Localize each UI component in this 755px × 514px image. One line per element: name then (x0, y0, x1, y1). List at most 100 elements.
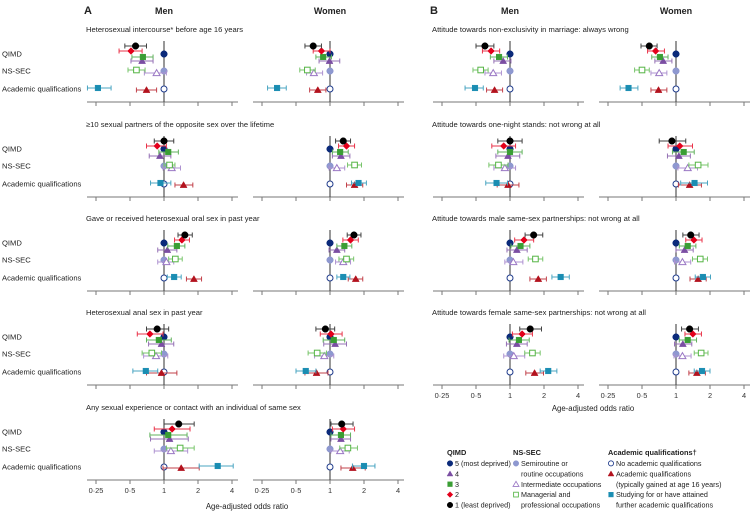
q3-marker (680, 148, 687, 156)
point-q1 (346, 231, 362, 239)
legend: QIMD 5 (most deprived)4 32 1 (least deprive… (446, 448, 721, 510)
panel-b-2: Attitude towards one-night stands: not w… (432, 120, 750, 201)
point-q2 (511, 330, 533, 338)
point-ns_int (306, 68, 324, 77)
point-ac_further (295, 367, 317, 375)
point-q4 (148, 152, 172, 159)
panel-a-1: Heterosexual intercourse* before age 16 … (2, 25, 404, 106)
legend-item-q5: 5 (most deprived) (446, 459, 511, 468)
point-ac_further (198, 462, 234, 470)
ac_16-marker (313, 86, 322, 93)
q3-marker (139, 53, 146, 61)
q3-marker (515, 336, 522, 344)
point-q2 (667, 142, 694, 150)
ac_none-marker (672, 85, 680, 93)
x-tick-label: 0·5 (125, 486, 136, 495)
ns_int-marker (335, 446, 345, 455)
legend-label: 5 (most deprived) (455, 459, 511, 468)
panel-title: Heterosexual anal sex in past year (86, 308, 203, 317)
point-q2 (342, 236, 359, 244)
point-ac_further (86, 84, 112, 92)
point-q3 (497, 148, 523, 156)
row-label: NS-SEC (2, 350, 31, 359)
q3-marker (155, 336, 162, 344)
q5-marker (326, 145, 334, 153)
q2-marker (127, 47, 135, 55)
x-tick-label: 4 (742, 391, 746, 400)
q4-marker (138, 57, 147, 64)
point-q4 (323, 340, 348, 347)
q3-marker (337, 431, 344, 439)
point-q1 (524, 231, 544, 239)
point-q3 (330, 431, 352, 439)
point-ac_16 (486, 86, 504, 93)
subpanel-women (599, 136, 750, 201)
ac_further-marker (302, 367, 309, 375)
point-ac_further (539, 367, 558, 375)
point-q2 (319, 330, 343, 338)
ns_int-marker (152, 68, 161, 77)
point-q3 (671, 148, 695, 156)
ac_none-marker (326, 368, 334, 376)
point-ac_further (351, 462, 376, 470)
ns_int-marker (654, 68, 664, 77)
point-q2 (312, 47, 331, 55)
point-q4 (328, 246, 346, 253)
row-label: Academic qualifications (2, 463, 82, 472)
point-q2 (118, 47, 143, 55)
point-ac_none (326, 368, 334, 376)
ac_none-marker (326, 180, 334, 188)
row-label: QIMD (2, 239, 22, 248)
point-ac_16 (185, 275, 203, 282)
q3-marker (496, 53, 503, 61)
point-ns_man (163, 161, 176, 169)
point-q2 (491, 142, 517, 150)
legend-label: 1 (least deprived) (455, 501, 511, 510)
q5-marker (672, 239, 680, 247)
q4-marker (163, 246, 172, 253)
ns_man-marker (638, 66, 646, 74)
q3-marker (330, 336, 337, 344)
subpanel-men: 0·25 0·5 1 2 4 (433, 324, 584, 400)
point-ac_further (166, 273, 182, 281)
q1-marker (309, 42, 317, 50)
legend-label: Semiroutine or (521, 459, 568, 468)
ns_man-legend-icon (513, 491, 519, 498)
row-label: NS-SEC (2, 445, 31, 454)
point-ac_further (694, 273, 711, 281)
ns_int-marker (488, 68, 498, 77)
point-ns_man (165, 444, 195, 452)
ac_none-marker (672, 274, 680, 282)
ns_man-marker (172, 255, 179, 263)
legend-group-2: Academic qualifications† No academic qual… (607, 448, 721, 510)
ac_none-marker (672, 368, 680, 376)
panel-b-3: Attitude towards male same-sex partnersh… (432, 214, 750, 295)
point-q1 (475, 42, 495, 50)
q3-marker (684, 242, 691, 250)
q4-marker (674, 152, 683, 159)
panel-a-5: Any sexual experience or contact with an… (2, 403, 404, 495)
point-ns_int (504, 257, 524, 266)
q1-marker (526, 325, 534, 333)
point-q3 (678, 242, 697, 250)
q5-legend-icon (446, 460, 454, 467)
point-ac_none (160, 463, 168, 471)
q3-marker (684, 336, 691, 344)
q4-marker (155, 152, 164, 159)
ns_man-marker (166, 161, 173, 169)
point-q1 (658, 137, 687, 145)
point-q4 (505, 340, 528, 347)
legend-label: routine occupations (521, 469, 584, 478)
point-q2 (146, 142, 167, 150)
point-ac_none (326, 463, 334, 471)
q2-marker (651, 47, 660, 55)
ns_int-legend-icon (512, 480, 520, 487)
point-q4 (493, 57, 512, 64)
q2-marker (146, 330, 154, 338)
point-ns_man (527, 255, 544, 263)
column-header-women-a: Women (314, 6, 346, 16)
x-tick-label: 1 (162, 486, 166, 495)
panel-title: ≥10 sexual partners of the opposite sex … (86, 120, 274, 129)
point-ns_man (299, 66, 316, 74)
